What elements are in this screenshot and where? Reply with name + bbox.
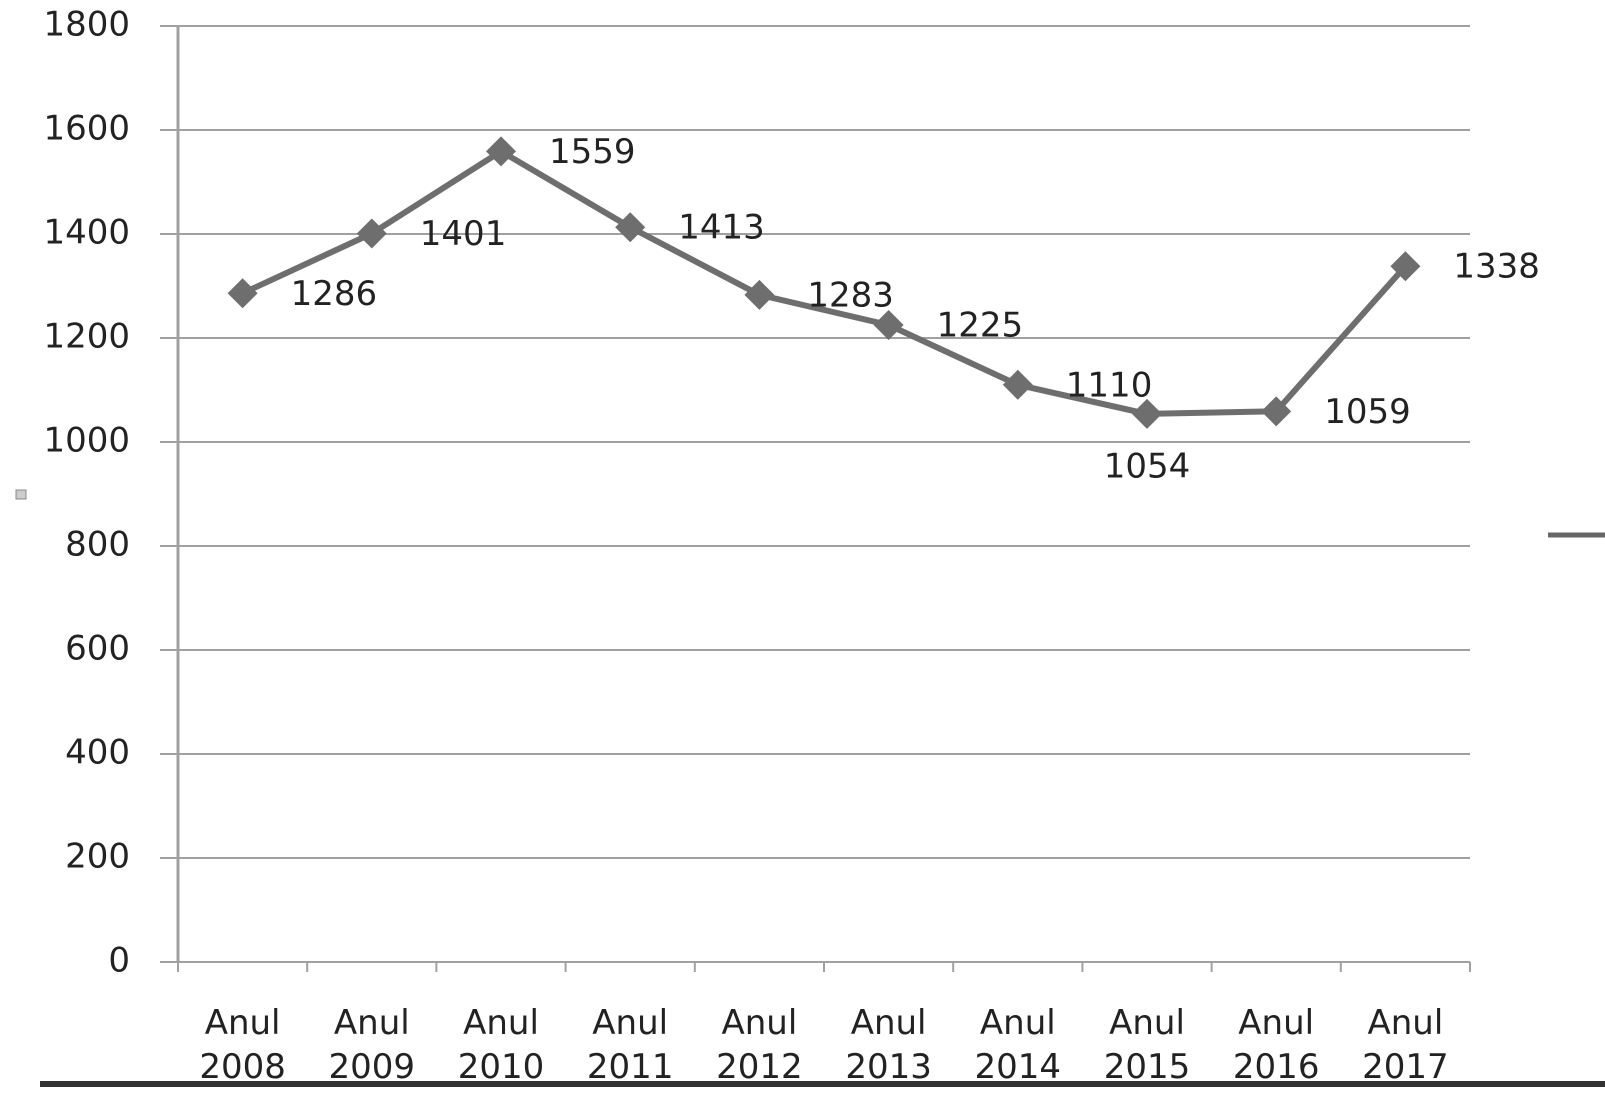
x-tick-label: Anul 2011 bbox=[587, 1003, 674, 1087]
data-label: 1413 bbox=[678, 208, 765, 248]
y-tick-label: 0 bbox=[108, 941, 130, 981]
x-tick-label: Anul 2009 bbox=[329, 1003, 416, 1087]
y-tick-label: 1400 bbox=[43, 213, 130, 253]
x-tick-label: Anul 2012 bbox=[716, 1003, 803, 1087]
x-tick-label: Anul 2015 bbox=[1104, 1003, 1191, 1087]
y-tick-label: 200 bbox=[65, 837, 130, 877]
x-tick-label: Anul 2013 bbox=[845, 1003, 932, 1087]
data-label: 1110 bbox=[1066, 365, 1153, 405]
y-tick-label: 800 bbox=[65, 525, 130, 565]
y-tick-label: 1000 bbox=[43, 421, 130, 461]
data-label: 1559 bbox=[549, 132, 636, 172]
decor bbox=[15, 489, 27, 500]
marker bbox=[486, 136, 516, 167]
data-label: 1054 bbox=[1104, 446, 1191, 486]
y-tick-label: 1200 bbox=[43, 317, 130, 357]
x-tick-label: Anul 2008 bbox=[199, 1003, 286, 1087]
marker bbox=[615, 212, 646, 243]
x-tick-label: Anul 2014 bbox=[975, 1003, 1062, 1087]
data-label: 1338 bbox=[1453, 247, 1540, 287]
marker bbox=[1390, 251, 1421, 282]
marker bbox=[1261, 396, 1292, 427]
marker bbox=[873, 310, 904, 340]
y-tick-label: 400 bbox=[65, 733, 130, 773]
y-tick-label: 1800 bbox=[43, 5, 130, 45]
data-label: 1059 bbox=[1324, 392, 1411, 432]
marker bbox=[356, 218, 387, 249]
data-label: 1283 bbox=[807, 275, 894, 315]
data-label: 1225 bbox=[937, 306, 1024, 346]
x-tick-label: Anul 2010 bbox=[458, 1003, 545, 1087]
marker bbox=[1132, 398, 1162, 429]
y-tick-label: 1600 bbox=[43, 109, 130, 149]
x-tick-label: Anul 2017 bbox=[1362, 1003, 1449, 1087]
marker bbox=[744, 279, 775, 310]
data-label: 1286 bbox=[291, 274, 378, 314]
y-tick-label: 600 bbox=[65, 629, 130, 669]
x-tick-label: Anul 2016 bbox=[1233, 1003, 1320, 1087]
marker bbox=[227, 278, 258, 309]
marker bbox=[1002, 369, 1033, 400]
data-label: 1401 bbox=[420, 214, 507, 254]
line bbox=[241, 148, 1408, 417]
